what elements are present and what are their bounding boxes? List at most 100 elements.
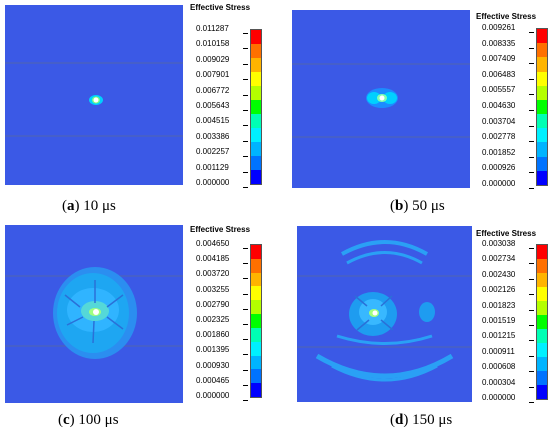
legend-tick xyxy=(243,33,248,34)
color-bar-segment xyxy=(537,371,547,385)
caption-time-d: 150 μs xyxy=(412,412,453,428)
legend-tick xyxy=(529,63,534,65)
legend-tick xyxy=(243,400,248,401)
caption-letter-a: a xyxy=(67,198,75,214)
caption-letter-d: d xyxy=(395,412,404,428)
legend-tick xyxy=(243,308,248,310)
legend-tick xyxy=(243,48,248,50)
simulation-plot-d xyxy=(297,226,472,402)
legend-tick xyxy=(529,371,534,373)
color-bar-segment xyxy=(251,72,261,86)
legend-value: 0.000930 xyxy=(196,360,230,370)
legend-value: 0.002790 xyxy=(196,299,230,309)
legend-tick xyxy=(243,248,248,249)
caption-letter-c: c xyxy=(63,412,70,428)
legend-title-c: Effective Stress xyxy=(190,225,251,234)
caption-time-b: 50 μs xyxy=(412,198,445,214)
legend-value: 0.000000 xyxy=(482,393,516,402)
color-bar-a xyxy=(250,29,262,185)
legend-value: 0.006772 xyxy=(196,85,230,95)
legend-value: 0.000926 xyxy=(482,163,516,173)
caption-letter-b: b xyxy=(395,198,404,214)
color-bar-segment xyxy=(537,114,547,129)
legend-tick xyxy=(243,384,248,386)
legend-value: 0.001519 xyxy=(482,316,516,325)
legend-value: 0.008335 xyxy=(482,38,516,48)
legend-value: 0.001129 xyxy=(196,162,229,172)
legend-value: 0.003255 xyxy=(196,284,230,294)
legend-tick xyxy=(529,188,534,189)
legend-tick xyxy=(529,32,534,33)
legend-value: 0.009261 xyxy=(482,23,516,32)
color-bar-segment xyxy=(537,99,547,115)
legend-value: 0.003720 xyxy=(196,269,230,279)
legend-value: 0.001823 xyxy=(482,300,516,310)
color-bar-segment xyxy=(537,259,547,273)
legend-tick xyxy=(243,293,248,295)
legend-title-d: Effective Stress xyxy=(476,229,537,238)
color-bar-segment xyxy=(537,156,547,171)
legend-tick xyxy=(243,369,248,371)
legend-tick xyxy=(243,63,248,65)
legend-tick xyxy=(243,278,248,280)
color-bar-segment xyxy=(251,128,261,142)
legend-value: 0.004630 xyxy=(482,101,516,110)
color-bar-segment xyxy=(537,57,547,72)
legend-value: 0.000608 xyxy=(482,362,516,372)
caption-time-a: 10 μs xyxy=(83,198,116,214)
color-bar-segment xyxy=(537,315,547,329)
legend-value: 0.001860 xyxy=(196,330,230,340)
legend-tick xyxy=(243,94,248,96)
color-bar-segment xyxy=(251,314,261,328)
legend-tick xyxy=(243,187,248,188)
color-bar-segment xyxy=(537,29,547,44)
legend-value: 0.002126 xyxy=(482,285,516,295)
legend-value: 0.002778 xyxy=(482,132,516,142)
legend-value: 0.001215 xyxy=(482,331,516,341)
legend-value: 0.000911 xyxy=(482,346,515,356)
color-bar-segment xyxy=(251,114,261,128)
color-bar-c xyxy=(250,244,262,398)
legend-value: 0.003386 xyxy=(196,131,230,141)
legend-value: 0.011287 xyxy=(196,24,229,33)
color-bar-segment xyxy=(251,369,261,384)
color-bar-segment xyxy=(251,100,261,114)
color-bar-segment xyxy=(537,245,547,259)
legend-tick xyxy=(243,125,248,127)
stress-contour-a xyxy=(5,62,183,137)
color-bar-segment xyxy=(537,273,547,287)
color-bar-segment xyxy=(251,86,261,100)
caption-d: (d) 150 μs xyxy=(390,412,453,428)
legend-value: 0.010158 xyxy=(196,39,230,49)
legend-tick xyxy=(243,171,248,173)
legend-value: 0.000000 xyxy=(196,178,230,187)
legend-tick xyxy=(529,141,534,143)
legend-tick xyxy=(529,110,534,111)
legend-tick xyxy=(529,325,534,326)
legend-title-b: Effective Stress xyxy=(476,12,537,21)
color-bar-segment xyxy=(251,300,261,315)
color-bar-segment xyxy=(251,58,261,72)
legend-value: 0.006483 xyxy=(482,69,516,79)
legend-tick xyxy=(529,94,534,96)
legend-value: 0.007409 xyxy=(482,54,516,64)
legend-tick xyxy=(529,386,534,388)
color-bar-segment xyxy=(251,258,261,273)
color-bar-segment xyxy=(251,355,261,370)
legend-value: 0.003038 xyxy=(482,239,516,248)
legend-tick xyxy=(529,402,534,403)
color-bar-segment xyxy=(537,301,547,315)
color-bar-segment xyxy=(251,272,261,287)
color-bar-segment xyxy=(537,343,547,357)
legend-tick xyxy=(243,110,248,111)
color-bar-segment xyxy=(251,44,261,58)
legend-tick xyxy=(243,263,248,265)
caption-c: (c) 100 μs xyxy=(58,412,119,428)
simulation-plot-a xyxy=(5,5,183,185)
color-bar-segment xyxy=(537,329,547,343)
legend-tick xyxy=(529,309,534,311)
legend-value: 0.007901 xyxy=(196,70,230,80)
color-bar-segment xyxy=(537,142,547,157)
legend-value: 0.000304 xyxy=(482,377,516,387)
color-bar-segment xyxy=(251,341,261,356)
